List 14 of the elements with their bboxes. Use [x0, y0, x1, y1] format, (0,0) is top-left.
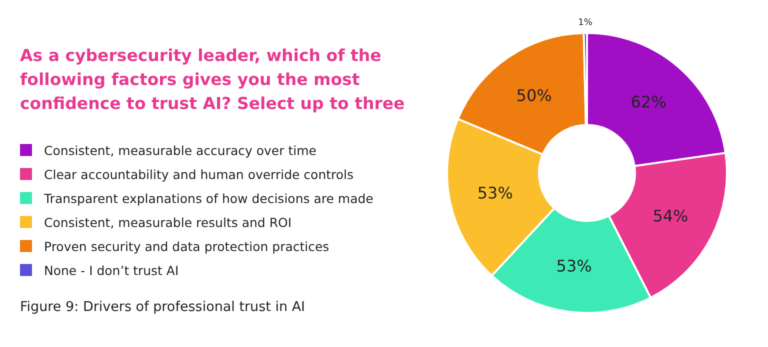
legend-label: Proven security and data protection practices — [44, 238, 330, 254]
data-label: 62% — [630, 92, 666, 112]
text: As a cybersecurity leader, which of the following factors gives you the most confidence to trust AI? Select up to three — [20, 45, 406, 115]
legend-label: Consistent, measurable accuracy over time — [44, 142, 316, 158]
data-label: 53% — [477, 183, 513, 202]
data-label: 50% — [516, 86, 552, 105]
data-label: 1% — [578, 18, 593, 28]
legend-label: Consistent, measurable results and ROI — [44, 214, 292, 230]
data-label: 54% — [652, 206, 688, 226]
legend-label: Clear accountability and human override controls — [44, 166, 354, 182]
data-label: 53% — [556, 256, 592, 276]
caption: Figure 9: Drivers of professional trust in AI — [20, 299, 306, 315]
legend-label: Transparent explanations of how decisions are made — [44, 190, 374, 206]
legend-label: None - I don’t trust AI — [44, 262, 179, 278]
